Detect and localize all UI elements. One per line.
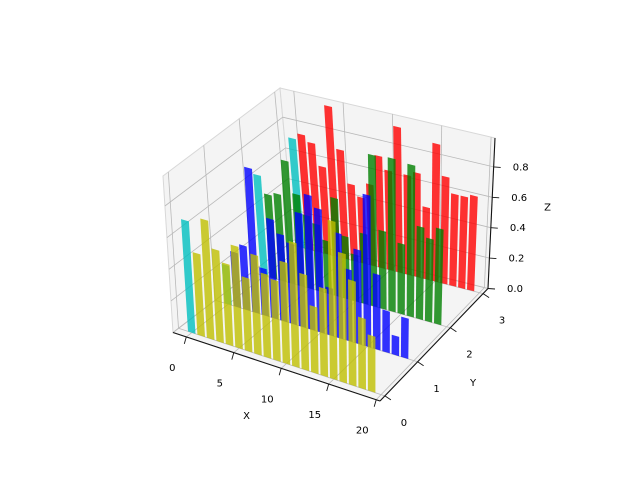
x-tick-mark — [278, 368, 282, 376]
bar — [358, 316, 366, 390]
bar — [434, 227, 444, 326]
bar — [250, 253, 262, 356]
bar — [260, 272, 272, 359]
y-tick-mark — [482, 293, 490, 298]
z-tick-label: 0.4 — [510, 223, 526, 234]
bar — [372, 273, 381, 351]
z-tick-label: 0.2 — [508, 254, 524, 265]
bar — [336, 148, 350, 260]
bar — [397, 242, 406, 315]
bar — [382, 309, 390, 354]
bar — [241, 276, 253, 353]
y-tick-mark — [384, 395, 392, 401]
z-tick-label: 0.6 — [511, 193, 527, 204]
x-tick-mark — [231, 352, 235, 360]
y-axis-spine — [379, 288, 489, 402]
bar — [303, 193, 316, 331]
bar — [347, 183, 359, 262]
y-tick-label: 3 — [499, 316, 505, 327]
bar — [221, 262, 234, 347]
bar — [387, 157, 396, 313]
z-tick-mark — [487, 288, 496, 290]
bar — [318, 286, 329, 378]
bar — [309, 305, 319, 375]
bar — [200, 218, 215, 341]
bar — [449, 193, 459, 287]
bar — [348, 279, 357, 387]
z-tick-label: 0.8 — [513, 162, 529, 173]
bar — [270, 278, 281, 362]
left-grid-z — [164, 116, 283, 207]
x-tick-label: 20 — [356, 426, 369, 437]
bar — [192, 252, 205, 337]
bar — [337, 251, 347, 384]
axis-labels: X Y Z — [243, 202, 551, 421]
y-axis-label: Y — [469, 378, 477, 389]
floor-grid-x — [375, 287, 485, 400]
y-tick-mark — [417, 361, 424, 367]
back-grid-z — [282, 116, 494, 168]
bar — [279, 260, 291, 365]
bar — [406, 163, 416, 318]
y-tick-label: 0 — [401, 418, 407, 429]
x-tick-mark — [326, 383, 330, 392]
bar — [327, 219, 338, 381]
y-tick-mark — [450, 327, 457, 333]
x-tick-label: 10 — [261, 394, 274, 405]
z-tick-mark — [489, 257, 497, 260]
axis-ticks-and-labels: 0 5 10 15 20 0 1 2 3 0.0 0.2 0.4 0.6 0.8 — [169, 162, 529, 436]
x-axis-label: X — [243, 411, 250, 422]
bar — [253, 173, 269, 277]
bar — [415, 225, 425, 321]
bar — [367, 334, 376, 393]
x-tick-mark — [373, 399, 377, 407]
y-tick-label: 2 — [466, 350, 472, 361]
bar — [362, 193, 372, 348]
bar — [181, 219, 196, 334]
x-axis-spine — [172, 331, 381, 402]
x-tick-label: 5 — [217, 379, 223, 390]
bar — [230, 244, 243, 350]
bar — [211, 248, 224, 344]
bar — [458, 195, 469, 290]
left-grid-y — [167, 171, 179, 329]
bar — [400, 316, 409, 359]
bar — [391, 334, 400, 357]
x-tick-label: 15 — [308, 410, 321, 421]
bar — [299, 272, 310, 372]
bar-series-y0 — [181, 218, 376, 393]
bar — [467, 194, 478, 292]
bar — [424, 237, 434, 323]
bar — [378, 229, 387, 310]
back-grid-x — [484, 137, 492, 288]
z-axis-spine — [487, 137, 496, 289]
z-tick-label: 0.0 — [507, 284, 523, 295]
z-tick-mark — [493, 166, 501, 168]
z-tick-mark — [490, 227, 498, 229]
z-axis-label: Z — [544, 202, 551, 213]
x-tick-label: 0 — [169, 363, 175, 374]
z-tick-mark — [492, 196, 500, 199]
axis-spines — [172, 137, 496, 402]
bar — [288, 240, 300, 368]
y-tick-label: 1 — [433, 384, 439, 395]
x-tick-mark — [183, 336, 187, 345]
